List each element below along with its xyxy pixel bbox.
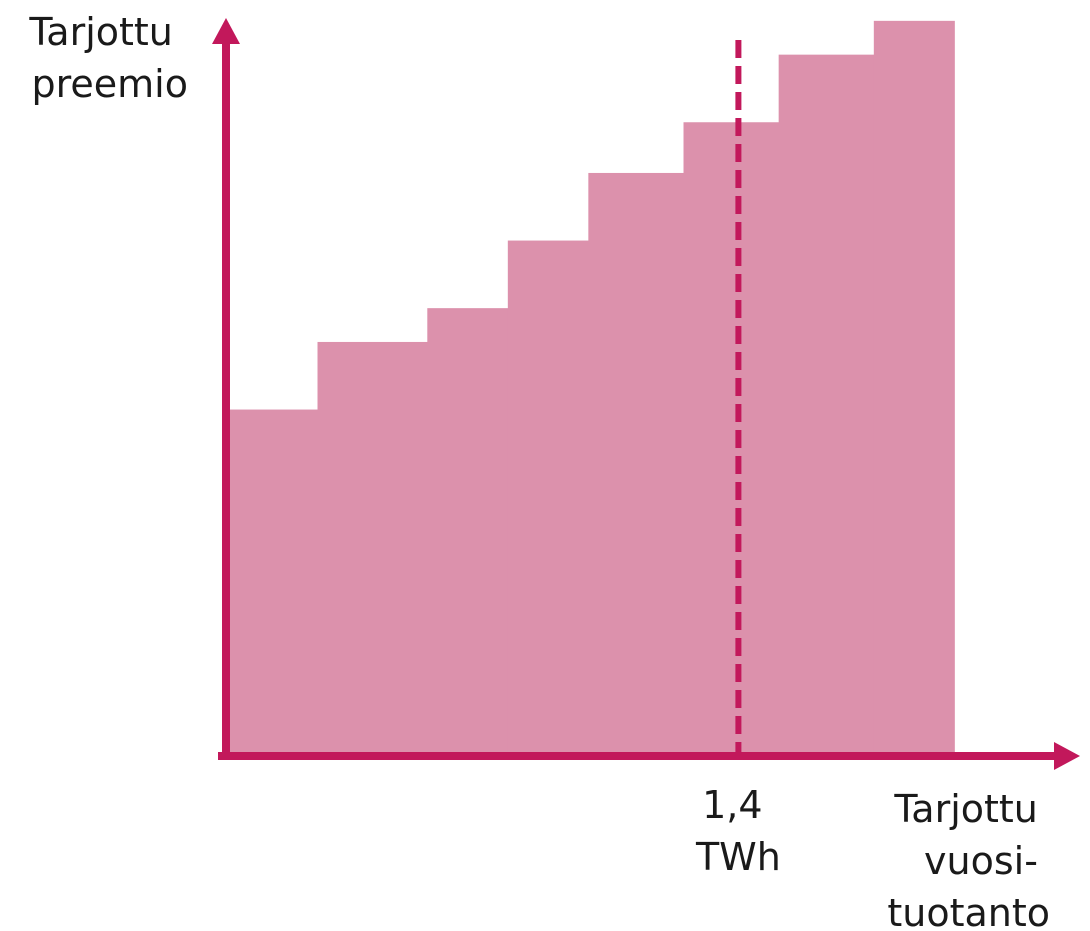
x-axis-label-line-2: vuosi- bbox=[924, 839, 1038, 883]
bar-1 bbox=[226, 409, 318, 756]
bar-2 bbox=[317, 341, 428, 756]
axes bbox=[212, 18, 1080, 770]
y-axis-label-line-2: preemio bbox=[32, 62, 189, 106]
bar-4 bbox=[507, 240, 589, 757]
y-axis-label-line-1: Tarjottu bbox=[28, 10, 173, 54]
x-axis-label: Tarjottu vuosi- tuotanto bbox=[887, 787, 1050, 931]
marker-label-line-1: 1,4 bbox=[702, 783, 762, 827]
x-axis-label-line-3: tuotanto bbox=[887, 891, 1050, 931]
bars-group bbox=[226, 20, 955, 757]
bar-8 bbox=[873, 20, 955, 757]
bar-6 bbox=[683, 122, 780, 756]
marker-label: 1,4 TWh bbox=[695, 783, 781, 879]
x-axis-arrow-icon bbox=[1054, 742, 1080, 770]
x-axis-label-line-1: Tarjottu bbox=[893, 787, 1038, 831]
y-axis-label: Tarjottu preemio bbox=[28, 10, 188, 106]
y-axis-arrow-icon bbox=[212, 18, 240, 44]
marker-label-line-2: TWh bbox=[695, 835, 781, 879]
bar-7 bbox=[778, 54, 875, 756]
bar-3 bbox=[427, 308, 509, 756]
bar-5 bbox=[588, 172, 684, 756]
